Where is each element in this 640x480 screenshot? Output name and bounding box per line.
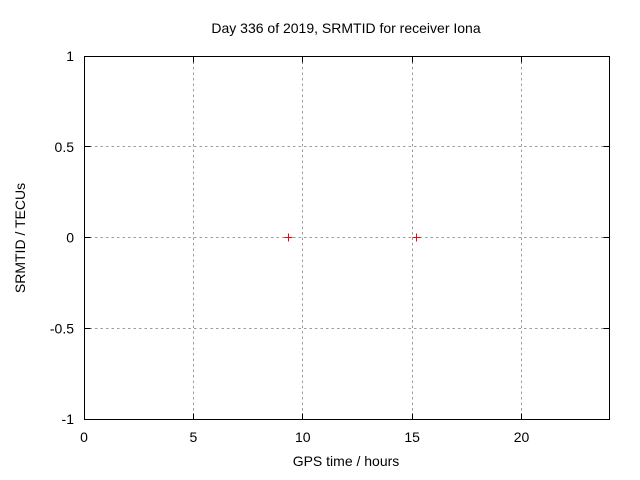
y-tick-label: 0: [66, 230, 74, 246]
y-tick-label: -1: [62, 411, 75, 427]
x-tick-label: 15: [404, 429, 420, 445]
y-tick-label: -0.5: [50, 320, 74, 336]
x-tick-label: 20: [514, 429, 530, 445]
y-tick-label: 1: [66, 48, 74, 64]
x-tick-label: 0: [80, 429, 88, 445]
x-tick-label: 10: [295, 429, 311, 445]
x-axis-label: GPS time / hours: [292, 453, 400, 469]
chart-title: Day 336 of 2019, SRMTID for receiver Ion…: [211, 20, 481, 36]
y-tick-label: 0.5: [55, 139, 75, 155]
x-tick-label: 5: [189, 429, 197, 445]
